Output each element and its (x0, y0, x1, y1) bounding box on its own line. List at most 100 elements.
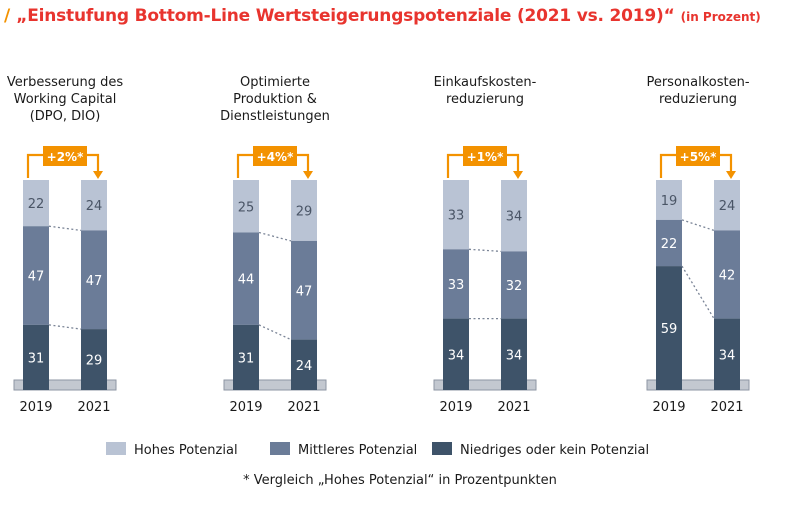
dotted-connector (468, 248, 502, 253)
category-title-line: (DPO, DIO) (30, 109, 101, 124)
bar-segment-hoch (714, 180, 740, 231)
bar-value-label: 29 (296, 204, 313, 219)
legend-label: Niedriges oder kein Potenzial (460, 443, 649, 458)
bar-base-plate (13, 379, 117, 391)
bar-base-plate (433, 379, 537, 391)
legend-swatch-mittel (270, 442, 290, 455)
bar-value-label: 24 (86, 199, 103, 214)
bar-value-label: 24 (296, 359, 313, 374)
year-label: 2019 (19, 400, 52, 415)
bar-segment-hoch (501, 180, 527, 252)
year-label: 2019 (229, 400, 262, 415)
legend-swatch-hoch (106, 442, 126, 455)
category-title-line: reduzierung (659, 92, 737, 107)
dotted-connector (48, 324, 82, 330)
delta-badge (676, 146, 720, 166)
bar-value-label: 19 (661, 194, 678, 209)
bar-base-plate (223, 379, 327, 391)
year-label: 2021 (77, 400, 110, 415)
bar-segment-niedrig (291, 339, 317, 390)
footnote: * Vergleich „Hohes Potenzial“ in Prozent… (243, 473, 557, 488)
year-label: 2021 (287, 400, 320, 415)
category-title-line: Dienstleistungen (220, 109, 330, 124)
bar-segment-hoch (233, 180, 259, 233)
bar-value-label: 32 (506, 279, 523, 294)
bar-segment-mittel (291, 240, 317, 340)
year-label: 2021 (710, 400, 743, 415)
delta-arrow-head (726, 171, 736, 179)
bar-segment-mittel (714, 230, 740, 319)
bar-base-plate (646, 379, 750, 391)
bar-value-label: 47 (86, 274, 103, 289)
bar-segment-hoch (656, 180, 682, 220)
bar-segment-mittel (501, 251, 527, 319)
bar-segment-hoch (81, 180, 107, 231)
delta-value: +4%* (257, 150, 294, 164)
bar-value-label: 33 (448, 278, 465, 293)
bar-segment-mittel (233, 232, 259, 325)
bar-value-label: 59 (661, 322, 678, 337)
bar-segment-niedrig (656, 266, 682, 390)
delta-arrow-head (303, 171, 313, 179)
legend-label: Mittleres Potenzial (298, 443, 417, 458)
bar-value-label: 34 (719, 348, 736, 363)
delta-value: +2%* (47, 150, 84, 164)
delta-value: +5%* (680, 150, 717, 164)
legend-swatch-niedrig (432, 442, 452, 455)
dotted-connector (258, 324, 292, 341)
bar-value-label: 33 (448, 209, 465, 224)
category-title-line: reduzierung (446, 92, 524, 107)
bar-value-label: 22 (28, 197, 45, 212)
bar-value-label: 24 (719, 199, 736, 214)
delta-badge (253, 146, 297, 166)
bar-segment-mittel (443, 249, 469, 319)
title-text: „Einstufung Bottom-Line Wertsteigerungsp… (16, 6, 675, 26)
bar-value-label: 34 (506, 210, 523, 225)
category-title-line: Verbesserung des (7, 75, 123, 90)
delta-value: +1%* (467, 150, 504, 164)
dotted-connector (681, 219, 715, 232)
bar-value-label: 31 (238, 351, 255, 366)
title-slash: / (4, 6, 11, 26)
bar-segment-hoch (23, 180, 49, 227)
delta-arrow-head (93, 171, 103, 179)
bar-segment-niedrig (501, 318, 527, 390)
bar-value-label: 29 (86, 354, 103, 369)
bar-value-label: 34 (506, 348, 523, 363)
dotted-connector (681, 265, 715, 319)
category-title-line: Produktion & (233, 92, 317, 107)
bar-value-label: 44 (238, 273, 255, 288)
category-title-line: Personalkosten- (646, 75, 749, 90)
bar-segment-niedrig (81, 329, 107, 390)
bar-value-label: 25 (238, 200, 255, 215)
dotted-connector (48, 225, 82, 232)
category-title-line: Einkaufskosten- (434, 75, 537, 90)
year-label: 2021 (497, 400, 530, 415)
bar-value-label: 31 (28, 351, 45, 366)
bar-value-label: 22 (661, 237, 678, 252)
bar-segment-hoch (291, 180, 317, 241)
bar-segment-hoch (443, 180, 469, 250)
title-unit: (in Prozent) (680, 10, 761, 24)
year-label: 2019 (652, 400, 685, 415)
bar-segment-mittel (81, 230, 107, 330)
bar-segment-niedrig (714, 318, 740, 390)
bar-value-label: 47 (296, 284, 313, 299)
bar-value-label: 34 (448, 348, 465, 363)
bar-segment-niedrig (233, 324, 259, 390)
dotted-connector (258, 231, 292, 242)
delta-arrow-head (513, 171, 523, 179)
category-title-line: Working Capital (14, 92, 117, 107)
bar-segment-niedrig (443, 318, 469, 390)
category-title-line: Optimierte (240, 75, 310, 90)
delta-badge (463, 146, 507, 166)
bar-value-label: 42 (719, 269, 736, 284)
delta-badge (43, 146, 87, 166)
bar-value-label: 47 (28, 270, 45, 285)
legend-label: Hohes Potenzial (134, 443, 238, 458)
bar-segment-mittel (656, 219, 682, 267)
bar-segment-mittel (23, 226, 49, 325)
chart-title: / „Einstufung Bottom-Line Wertsteigerungs… (4, 6, 761, 26)
bar-segment-niedrig (23, 324, 49, 390)
